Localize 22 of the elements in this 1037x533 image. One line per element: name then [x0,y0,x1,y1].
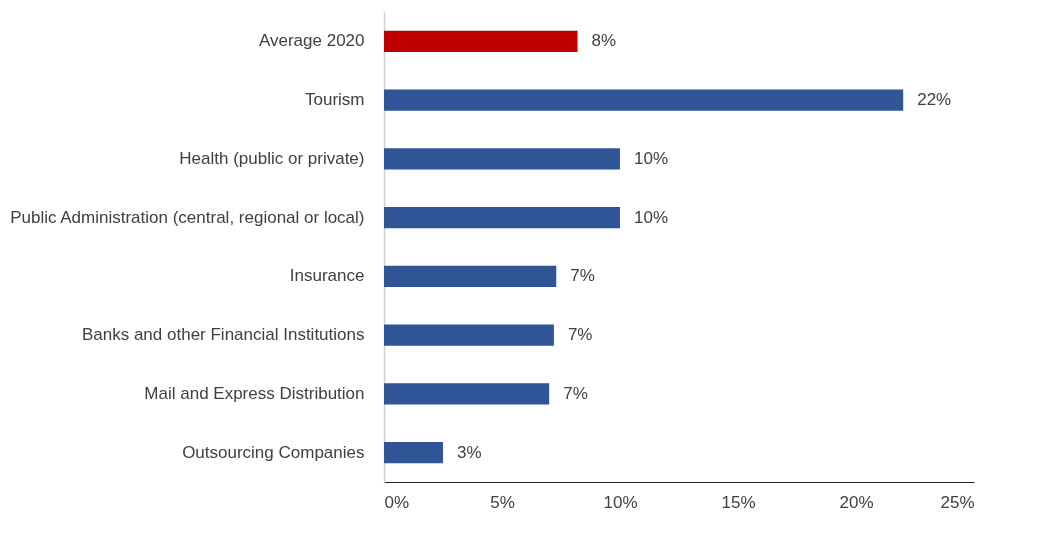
y-tick-label: Banks and other Financial Institutions [81,325,365,345]
y-tick-label: Public Administration (central, regional or local) [10,207,365,227]
data-label: 10% [634,207,669,227]
data-label: 10% [634,148,669,168]
x-tick-label: 10% [603,492,638,512]
y-tick-label: Outsourcing Companies [182,442,365,462]
y-tick-label: Tourism [304,90,365,110]
data-label: 3% [457,442,482,462]
x-tick-label: 20% [839,492,874,512]
x-tick-label: 25% [940,492,975,512]
data-label: 7% [570,266,595,286]
y-tick-label: Average 2020 [258,31,365,51]
x-tick-label: 5% [490,492,515,512]
y-tick-label: Insurance [289,266,365,286]
data-label: 7% [567,325,593,345]
data-label: 7% [563,383,588,403]
data-label: 8% [591,31,617,51]
y-tick-label: Mail and Express Distribution [144,383,365,403]
data-label: 22% [917,90,952,110]
x-tick-label: 0% [384,492,410,512]
x-tick-label: 15% [721,492,756,512]
y-tick-label: Health (public or private) [179,148,365,168]
